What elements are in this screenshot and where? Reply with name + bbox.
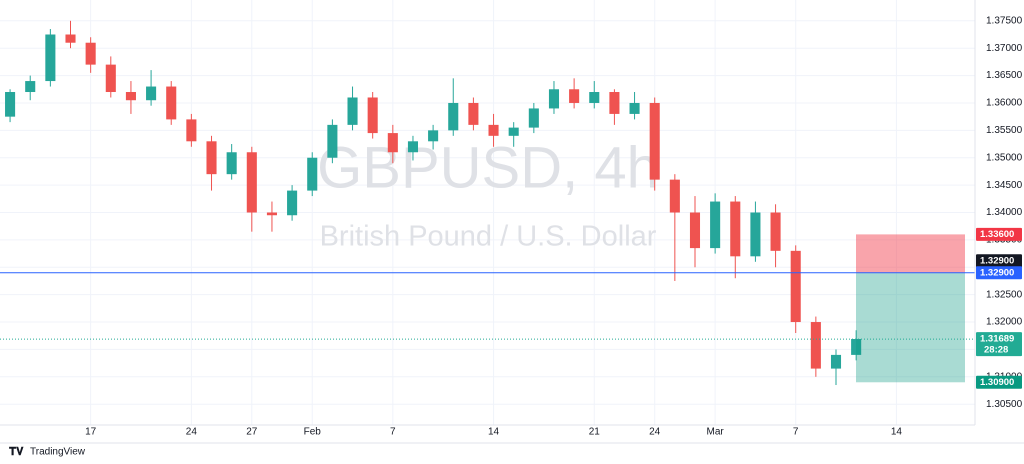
candle-body	[649, 102, 660, 180]
target-zone	[856, 272, 965, 383]
candle-body	[428, 130, 439, 142]
brand-logo: 𝐓𝐕	[9, 446, 24, 458]
brand: TradingView	[30, 447, 86, 458]
candle-body	[146, 86, 157, 101]
candle-body	[830, 354, 842, 369]
candle-body	[65, 34, 76, 43]
target-label: 1.30900	[980, 377, 1014, 388]
candle-body	[186, 119, 197, 142]
x-tick-label: 7	[793, 427, 799, 438]
candle-body	[548, 89, 560, 109]
target-box	[976, 375, 1022, 389]
candle-body	[609, 92, 620, 114]
stop-label: 1.33600	[980, 229, 1014, 240]
last-price-countdown: 28:28	[984, 345, 1008, 356]
candle-body	[810, 322, 821, 369]
x-tick-label: 17	[85, 427, 97, 438]
candle-body	[488, 124, 499, 136]
candle-body	[750, 212, 761, 257]
candle-body	[367, 97, 378, 134]
candle-body	[287, 190, 298, 216]
stop-zone	[856, 234, 965, 273]
x-tick-label: 24	[649, 427, 661, 438]
entry-box	[976, 254, 1022, 268]
y-tick-label: 1.34000	[986, 207, 1023, 218]
candle-body	[689, 212, 701, 249]
candle-body	[508, 127, 519, 136]
last-price-label: 1.31689	[980, 334, 1014, 345]
y-tick-label: 1.37000	[986, 43, 1023, 54]
last-price-box	[976, 332, 1022, 357]
candle-body	[589, 92, 600, 103]
x-tick-label: Feb	[304, 427, 322, 438]
stop-box	[976, 227, 1022, 241]
y-tick-label: 1.37500	[986, 15, 1023, 26]
candle-body	[387, 133, 398, 153]
candle-body	[226, 152, 237, 175]
y-tick-label: 1.32500	[986, 289, 1023, 300]
y-tick-label: 1.35000	[986, 152, 1023, 163]
candle-body	[407, 141, 419, 153]
x-tick-label: 27	[246, 427, 258, 438]
y-tick-label: 1.30500	[986, 399, 1023, 410]
watermark-description: British Pound / U.S. Dollar	[320, 221, 657, 253]
y-tick-label: 1.34500	[986, 180, 1023, 191]
x-tick-label: Mar	[707, 427, 725, 438]
entry-label: 1.32900	[980, 255, 1014, 266]
candle-body	[85, 42, 96, 65]
y-tick-label: 1.35500	[986, 125, 1023, 136]
candle-body	[5, 92, 16, 117]
candle-body	[45, 34, 56, 82]
candle-body	[669, 179, 680, 213]
candle-body	[166, 86, 177, 120]
candle-body	[468, 102, 479, 125]
x-tick-label: 24	[186, 427, 198, 438]
y-tick-label: 1.32000	[986, 317, 1023, 328]
candle-body	[125, 92, 136, 101]
candle-body	[569, 89, 580, 103]
candle-body	[710, 201, 721, 249]
y-tick-label: 1.36000	[986, 98, 1023, 109]
candle-body	[206, 141, 217, 175]
candle-body	[347, 97, 358, 125]
plot	[0, 20, 975, 386]
candle-body	[307, 157, 318, 191]
candle-body	[770, 212, 781, 251]
y-tick-label: 1.36500	[986, 70, 1023, 81]
grid	[0, 0, 975, 425]
horizontal-line-label: 1.32900	[980, 267, 1014, 278]
x-tick-label: 14	[891, 427, 903, 438]
candle-body	[528, 108, 539, 128]
candle-body	[25, 81, 36, 93]
candle-body	[629, 102, 640, 114]
horizontal-line-box	[976, 266, 1022, 280]
x-tick-label: 7	[390, 427, 396, 438]
candle-body	[105, 64, 116, 93]
candle-body	[448, 102, 459, 131]
candle-body	[790, 250, 801, 323]
x-tick-label: 21	[589, 427, 601, 438]
candle-body	[851, 339, 862, 355]
x-tick-label: 14	[488, 427, 500, 438]
candle-body	[266, 212, 277, 216]
candle-body	[327, 124, 338, 158]
watermark-symbol: GBPUSD, 4h	[317, 135, 659, 200]
candle-body	[246, 152, 257, 213]
axes: 1.305001.310001.315001.320001.325001.330…	[85, 15, 1022, 437]
candle-body	[730, 201, 741, 257]
